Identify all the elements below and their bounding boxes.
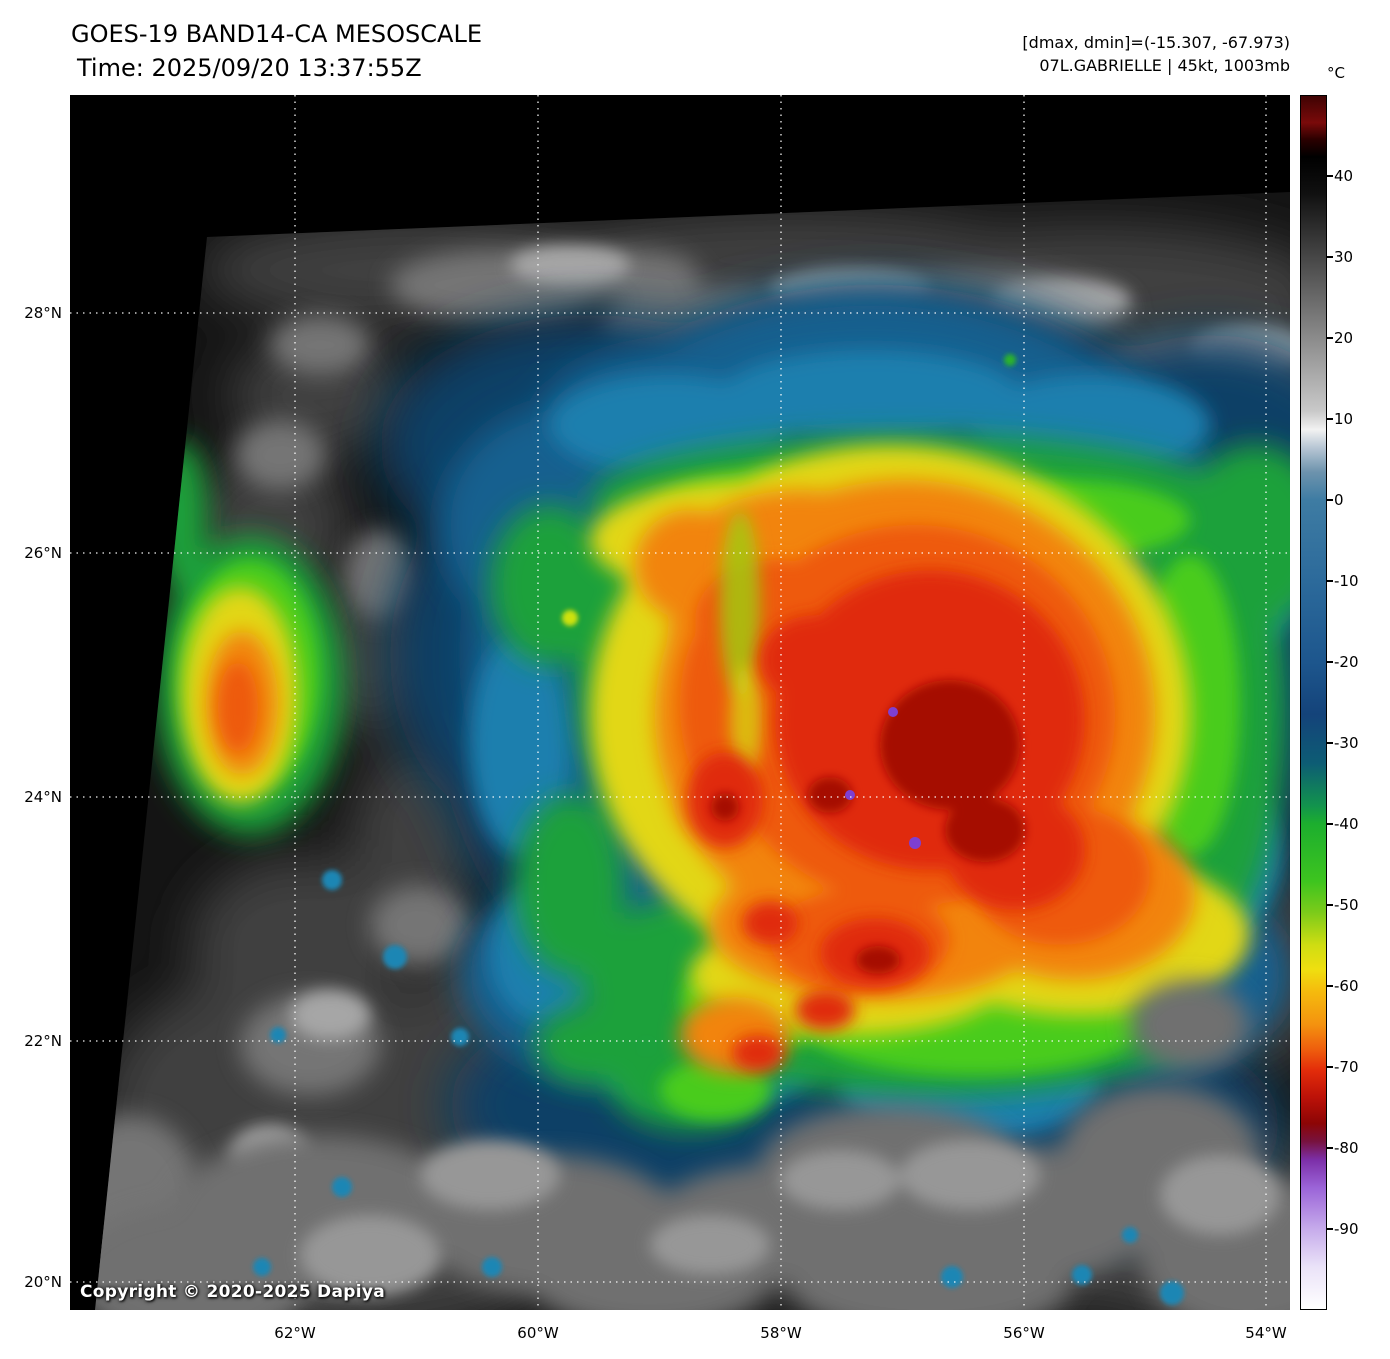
- colorbar-tick--50: -50: [1327, 897, 1378, 913]
- storm-info-annotation: 07L.GABRIELLE | 45kt, 1003mb: [1039, 56, 1290, 75]
- page-title: GOES-19 BAND14-CA MESOSCALE: [71, 20, 482, 48]
- colorbar: [1300, 95, 1327, 1310]
- lon-label-58w: 58°W: [760, 1324, 802, 1342]
- lat-label-24n: 24°N: [24, 788, 62, 806]
- colorbar-tick--10: -10: [1327, 573, 1378, 589]
- colorbar-tick--60: -60: [1327, 978, 1378, 994]
- lon-label-56w: 56°W: [1003, 1324, 1045, 1342]
- lat-label-22n: 22°N: [24, 1032, 62, 1050]
- lat-label-26n: 26°N: [24, 544, 62, 562]
- colorbar-tick--20: -20: [1327, 654, 1378, 670]
- colorbar-tick--80: -80: [1327, 1140, 1378, 1156]
- timestamp: Time: 2025/09/20 13:37:55Z: [77, 54, 422, 82]
- satellite-ir-image: [70, 95, 1290, 1310]
- lat-label-28n: 28°N: [24, 304, 62, 322]
- colorbar-tick-10: 10: [1327, 411, 1378, 427]
- lon-label-62w: 62°W: [274, 1324, 316, 1342]
- satellite-map: Copyright © 2020-2025 Dapiya: [70, 95, 1290, 1310]
- colorbar-tick-0: 0: [1327, 492, 1378, 508]
- lat-label-20n: 20°N: [24, 1273, 62, 1291]
- colorbar-unit-label: °C: [1327, 64, 1345, 82]
- colorbar-tick-40: 40: [1327, 168, 1378, 184]
- gridlines: [70, 95, 1290, 1310]
- colorbar-tick--30: -30: [1327, 735, 1378, 751]
- lon-label-60w: 60°W: [517, 1324, 559, 1342]
- colorbar-tick-20: 20: [1327, 330, 1378, 346]
- colorbar-tick--40: -40: [1327, 816, 1378, 832]
- dmax-dmin-annotation: [dmax, dmin]=(-15.307, -67.973): [1022, 33, 1290, 52]
- colorbar-tick--90: -90: [1327, 1221, 1378, 1237]
- colorbar-tick--70: -70: [1327, 1059, 1378, 1075]
- scan-sector: [95, 192, 1290, 1310]
- lon-label-54w: 54°W: [1245, 1324, 1287, 1342]
- colorbar-tick-30: 30: [1327, 249, 1378, 265]
- copyright-watermark: Copyright © 2020-2025 Dapiya: [80, 1282, 385, 1302]
